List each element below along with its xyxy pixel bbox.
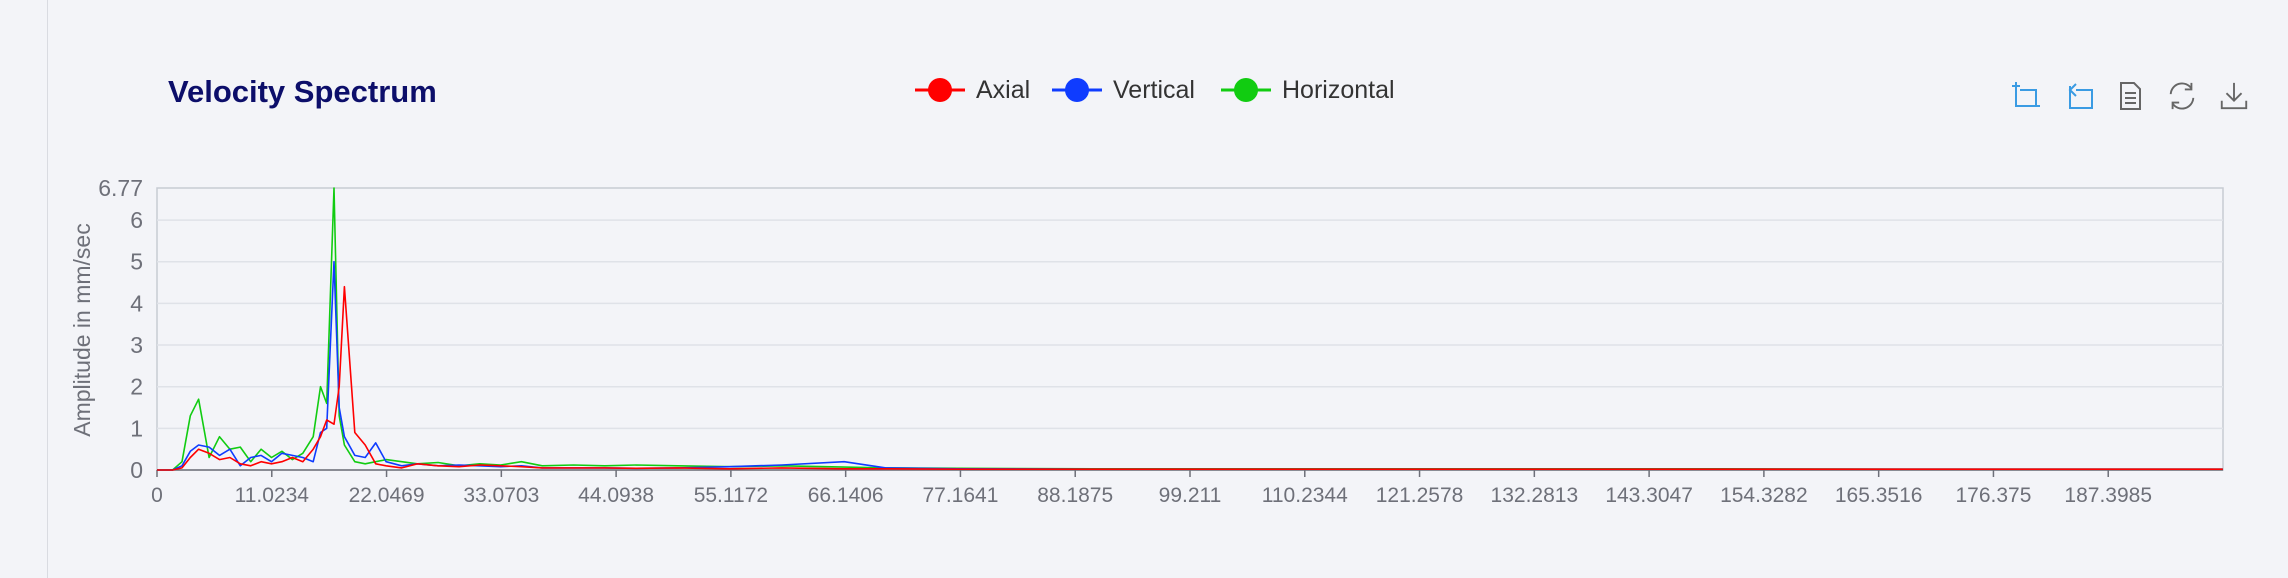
chart-toolbar xyxy=(2010,78,2250,114)
legend-item-horizontal[interactable]: Horizontal xyxy=(1221,76,1395,104)
panel-left-divider xyxy=(47,0,48,578)
x-tick-label: 88.1875 xyxy=(1037,484,1113,507)
y-tick-label: 6.77 xyxy=(98,175,143,201)
legend-label-axial: Axial xyxy=(976,76,1030,104)
chart-legend: Axial Vertical Horizontal xyxy=(915,76,1395,104)
y-tick-label: 5 xyxy=(130,249,143,275)
restore-icon xyxy=(2169,82,2195,110)
legend-label-vertical: Vertical xyxy=(1113,76,1195,104)
x-tick-label: 154.3282 xyxy=(1720,484,1808,507)
x-tick-label: 132.2813 xyxy=(1491,484,1579,507)
x-tick-label: 99.211 xyxy=(1159,484,1222,507)
y-tick-label: 1 xyxy=(130,415,143,441)
x-tick-label: 22.0469 xyxy=(349,484,425,507)
chart-grid xyxy=(157,219,2223,430)
zoom-reset-button[interactable] xyxy=(2062,78,2094,114)
zoom-icon xyxy=(2012,82,2040,107)
legend-item-vertical[interactable]: Vertical xyxy=(1052,76,1195,104)
series-line-vertical xyxy=(157,260,2223,471)
zoom-reset-icon xyxy=(2068,83,2093,109)
save-image-button[interactable] xyxy=(2218,78,2250,114)
legend-label-horizontal: Horizontal xyxy=(1282,76,1395,104)
x-tick-label: 110.2344 xyxy=(1262,484,1348,507)
data-view-icon xyxy=(2120,82,2141,110)
x-tick-label: 55.1172 xyxy=(694,484,768,507)
x-tick-label: 33.0703 xyxy=(463,484,539,507)
legend-item-axial[interactable]: Axial xyxy=(915,76,1030,104)
y-axis: 0 1 2 3 4 5 6 6.77 xyxy=(98,175,143,483)
x-axis: 0 11.0234 22.0469 33.0703 44.0938 55.1172 66.1… xyxy=(151,469,2223,507)
x-tick-label: 121.2578 xyxy=(1376,484,1464,507)
data-view-button[interactable] xyxy=(2114,78,2146,114)
y-tick-label: 3 xyxy=(130,332,143,358)
x-tick-label: 187.3985 xyxy=(2064,484,2152,507)
x-tick-label: 0 xyxy=(151,484,163,507)
zoom-button[interactable] xyxy=(2010,78,2042,114)
chart-title: Velocity Spectrum xyxy=(168,74,437,109)
x-tick-label: 176.375 xyxy=(1955,484,2031,507)
y-tick-label: 4 xyxy=(130,290,143,316)
x-tick-label: 44.0938 xyxy=(578,484,654,507)
legend-marker-vertical xyxy=(1065,78,1089,102)
chart-series xyxy=(157,187,2223,471)
x-tick-label: 143.3047 xyxy=(1605,484,1693,507)
legend-marker-axial xyxy=(928,78,952,102)
x-tick-label: 165.3516 xyxy=(1835,484,1923,507)
x-tick-label: 11.0234 xyxy=(235,484,310,507)
y-tick-label: 2 xyxy=(130,374,143,400)
save-image-icon xyxy=(2220,82,2248,110)
y-tick-label: 0 xyxy=(130,457,143,483)
x-tick-label: 77.1641 xyxy=(922,484,998,507)
y-tick-label: 6 xyxy=(130,207,143,233)
y-axis-label: Amplitude in mm/sec xyxy=(69,223,95,436)
x-tick-label: 66.1406 xyxy=(808,484,884,507)
series-line-axial xyxy=(157,285,2223,471)
legend-marker-horizontal xyxy=(1234,78,1258,102)
restore-button[interactable] xyxy=(2166,78,2198,114)
